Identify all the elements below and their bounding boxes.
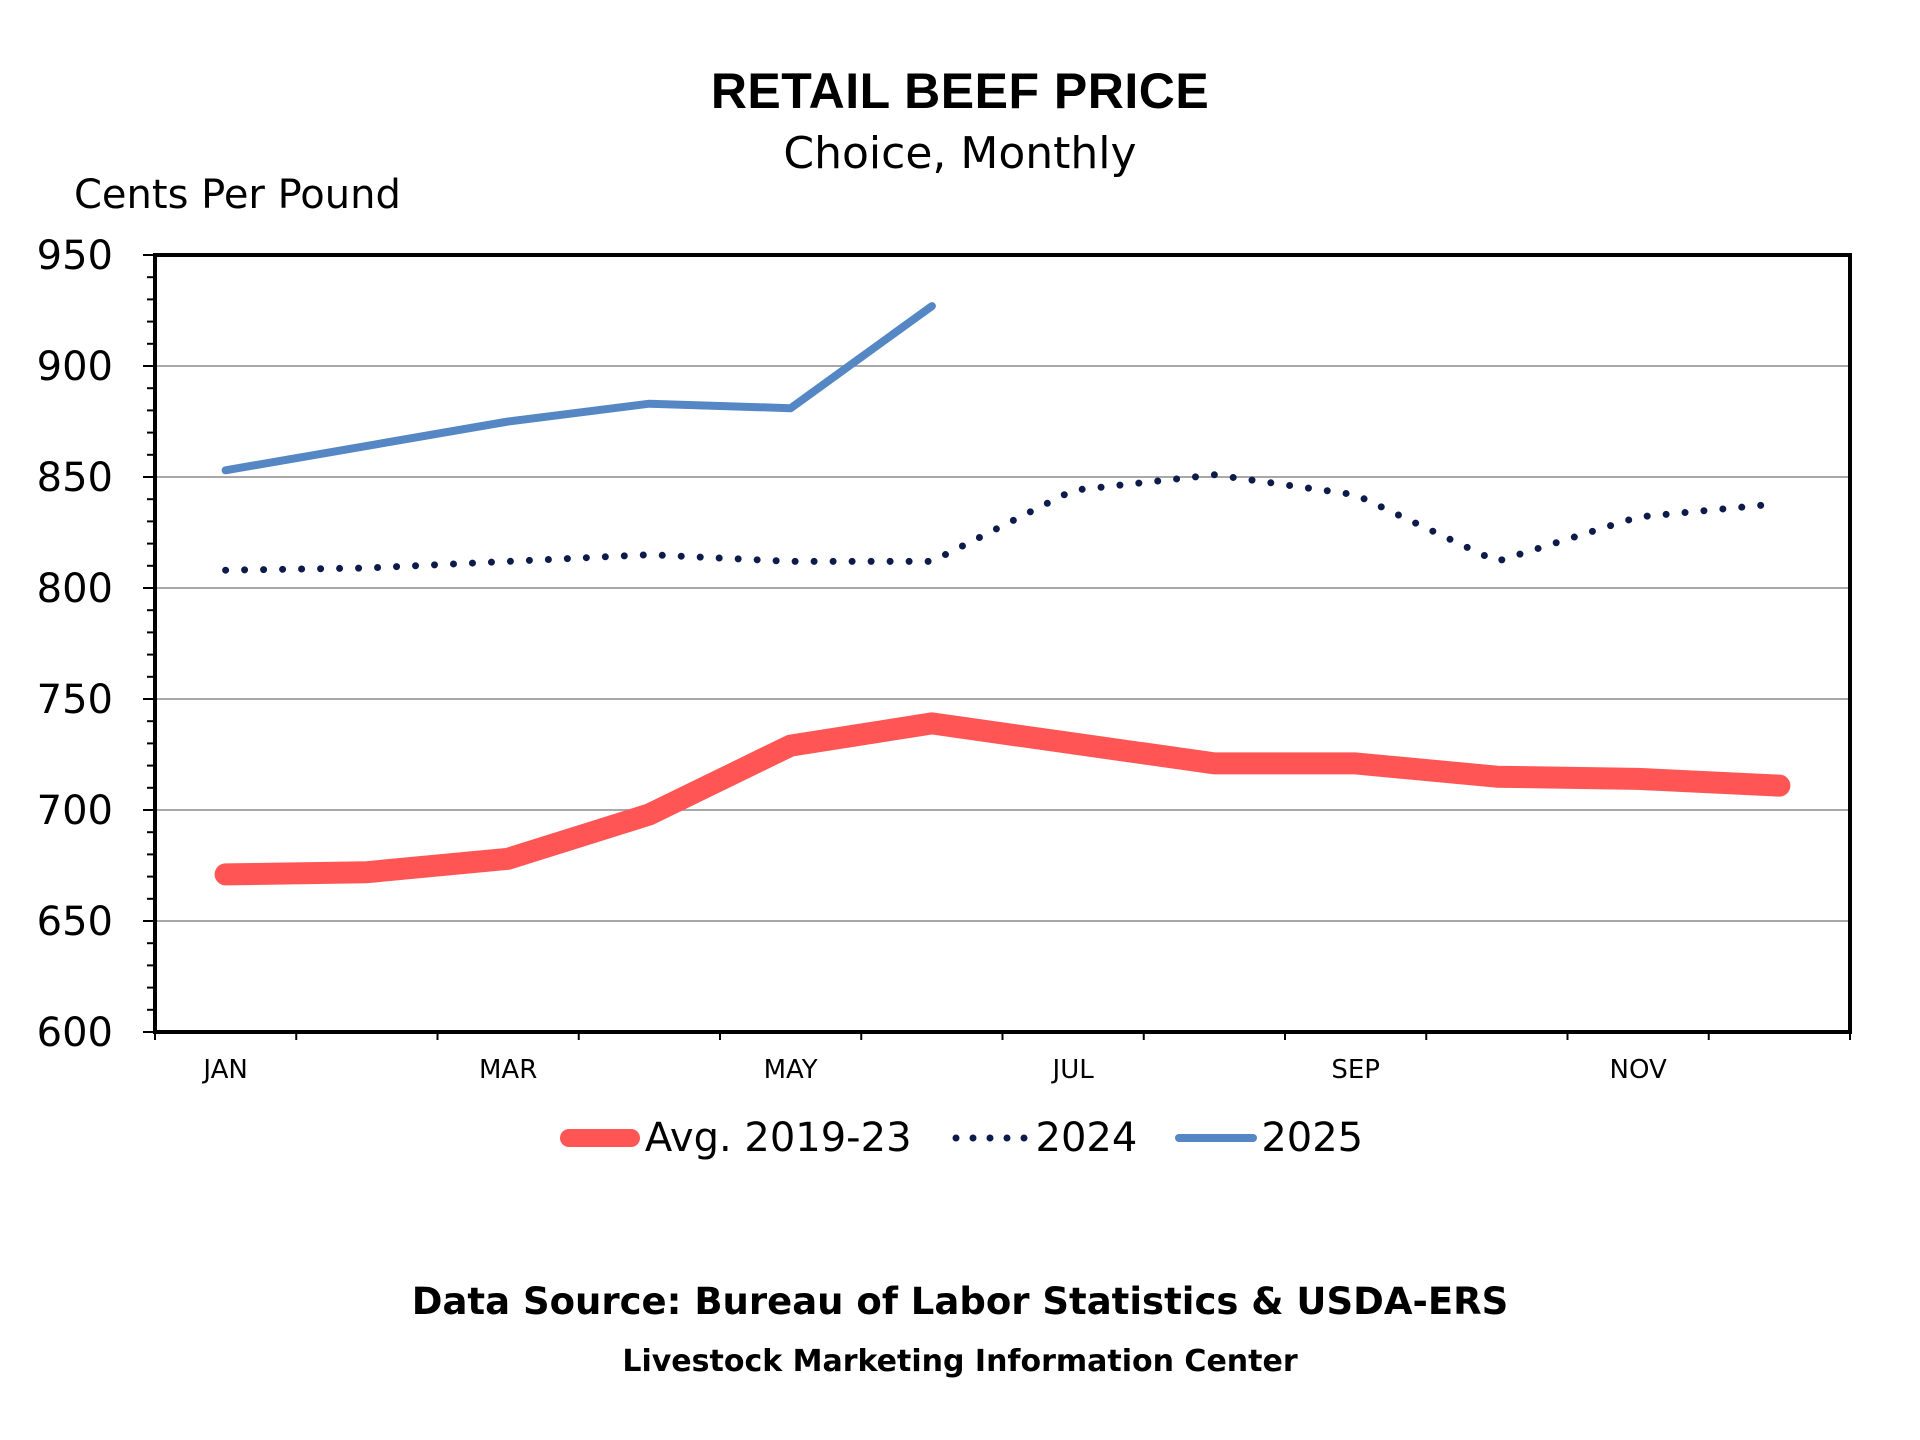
x-tick-label: MAY	[764, 1055, 818, 1085]
y-tick-label: 700	[37, 788, 113, 834]
x-tick-label: MAR	[479, 1055, 537, 1085]
organization-name: Livestock Marketing Information Center	[622, 1344, 1298, 1379]
y-tick-label: 850	[37, 455, 113, 501]
y-tick-label: 750	[37, 677, 113, 723]
chart-subtitle: Choice, Monthly	[783, 128, 1137, 179]
x-tick-label: JAN	[201, 1055, 247, 1085]
chart-title: RETAIL BEEF PRICE	[710, 63, 1210, 119]
series-line-2	[221, 302, 936, 475]
legend-label-avg: Avg. 2019-23	[644, 1115, 912, 1161]
x-tick-labels: JAN MAR MAY JUL SEP NOV	[201, 1055, 1667, 1085]
legend-swatch-2024	[952, 1134, 1032, 1142]
x-tick-label: NOV	[1610, 1055, 1667, 1085]
series-lines	[214, 302, 1791, 886]
series-line-1	[222, 471, 1783, 574]
legend-swatch-2025	[1175, 1134, 1258, 1142]
x-tick-label: JUL	[1051, 1055, 1095, 1085]
legend-item-avg: Avg. 2019-23	[557, 1115, 912, 1161]
y-tick-label: 600	[37, 1010, 113, 1056]
legend-item-2025: 2025	[1173, 1115, 1363, 1161]
legend-label-2025: 2025	[1261, 1115, 1364, 1161]
series-line-0	[214, 712, 1791, 886]
legend: Avg. 2019-23 2024 2025	[0, 1108, 1920, 1168]
y-tick-label: 900	[37, 344, 113, 390]
x-tick-label: SEP	[1331, 1055, 1380, 1085]
legend-item-2024: 2024	[948, 1115, 1138, 1161]
legend-swatch-avg	[559, 1129, 640, 1147]
y-axis-label: Cents Per Pound	[74, 172, 401, 218]
plot-frame	[153, 253, 1852, 1034]
data-source-note: Data Source: Bureau of Labor Statistics …	[411, 1280, 1509, 1323]
gridlines	[155, 365, 1850, 922]
y-tick-labels: 600 650 700 750 800 850 900 950	[37, 233, 113, 1056]
y-tick-label: 950	[37, 233, 113, 279]
axis-ticks	[143, 254, 1851, 1040]
y-tick-label: 800	[37, 566, 113, 612]
y-tick-label: 650	[37, 899, 113, 945]
legend-label-2024: 2024	[1035, 1115, 1138, 1161]
